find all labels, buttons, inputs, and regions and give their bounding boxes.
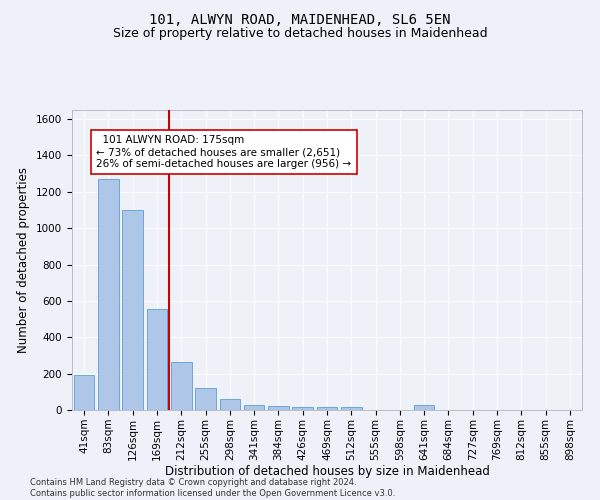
Bar [146, 308, 167, 410]
Y-axis label: Number of detached properties: Number of detached properties [17, 167, 31, 353]
Bar [195, 388, 216, 410]
Bar [122, 210, 143, 410]
Bar [341, 408, 362, 410]
Text: Contains HM Land Registry data © Crown copyright and database right 2024.
Contai: Contains HM Land Registry data © Crown c… [30, 478, 395, 498]
Bar [414, 404, 434, 410]
Bar [98, 179, 119, 410]
Text: 101, ALWYN ROAD, MAIDENHEAD, SL6 5EN: 101, ALWYN ROAD, MAIDENHEAD, SL6 5EN [149, 12, 451, 26]
X-axis label: Distribution of detached houses by size in Maidenhead: Distribution of detached houses by size … [164, 466, 490, 478]
Bar [171, 362, 191, 410]
Bar [317, 408, 337, 410]
Bar [292, 408, 313, 410]
Bar [268, 406, 289, 410]
Text: Size of property relative to detached houses in Maidenhead: Size of property relative to detached ho… [113, 28, 487, 40]
Bar [244, 404, 265, 410]
Text: 101 ALWYN ROAD: 175sqm
← 73% of detached houses are smaller (2,651)
26% of semi-: 101 ALWYN ROAD: 175sqm ← 73% of detached… [96, 136, 352, 168]
Bar [220, 399, 240, 410]
Bar [74, 375, 94, 410]
